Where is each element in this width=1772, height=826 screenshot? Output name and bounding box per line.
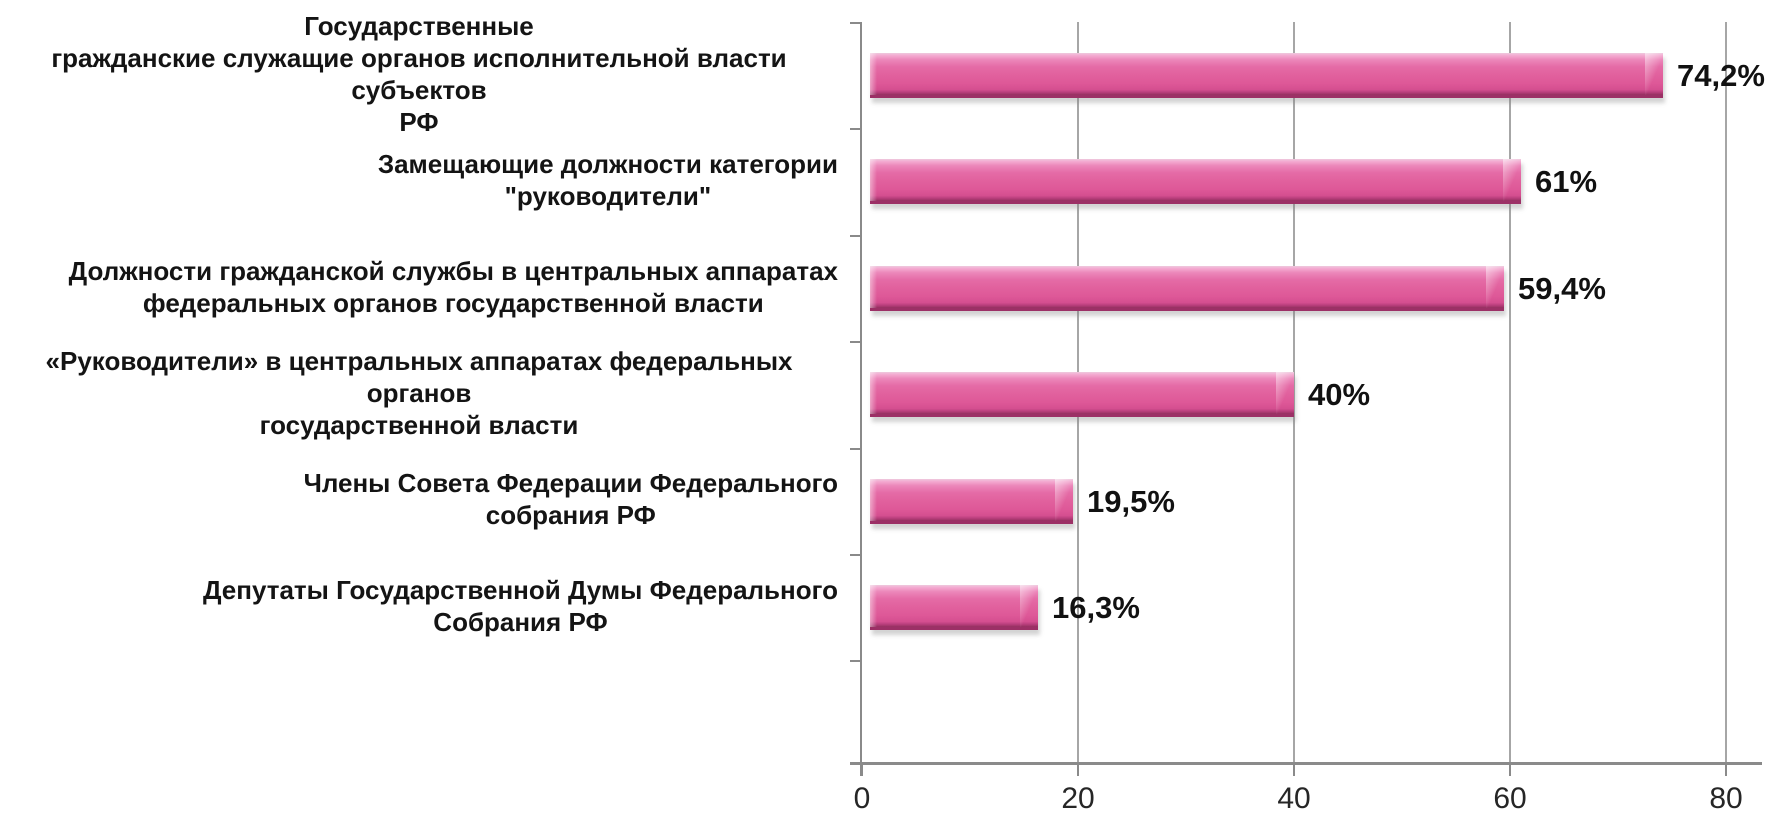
category-label-line: Должности гражданской службы в центральн…	[68, 256, 838, 286]
category-label-line: РФ	[399, 107, 439, 137]
category-label-cell: Замещающие должности категории "руководит…	[0, 127, 838, 233]
category-label-line: Государственные	[304, 11, 534, 41]
category-label: Депутаты Государственной Думы Федерально…	[203, 574, 838, 638]
y-axis-tick	[850, 235, 860, 237]
y-axis-tick	[850, 128, 860, 130]
bar	[870, 53, 1663, 98]
bar	[870, 266, 1504, 311]
category-label-line: «Руководители» в центральных аппаратах ф…	[45, 346, 793, 408]
x-axis-tick	[1293, 762, 1295, 776]
category-label-cell: Члены Совета Федерации Федерального собра…	[0, 446, 838, 552]
value-label: 61%	[1535, 164, 1598, 199]
gridline	[1509, 22, 1511, 762]
category-label-line: государственной власти	[259, 410, 579, 440]
category-label: Должности гражданской службы в центральн…	[69, 255, 838, 319]
bar	[870, 585, 1038, 630]
bar	[870, 479, 1073, 524]
category-label-line: федеральных органов государственной влас…	[142, 288, 764, 318]
gridline	[1725, 22, 1727, 762]
gridline	[1293, 22, 1295, 762]
x-tick-label: 80	[1709, 782, 1743, 815]
category-label-cell: Должности гражданской службы в центральн…	[0, 234, 838, 340]
category-label-line: Собрания РФ	[433, 607, 608, 637]
y-axis-tick	[850, 22, 860, 24]
x-axis-line	[850, 762, 1762, 765]
category-label: «Руководители» в центральных аппаратах ф…	[0, 345, 838, 441]
category-label-cell: Депутаты Государственной Думы Федерально…	[0, 553, 838, 659]
category-label-line: Депутаты Государственной Думы Федерально…	[202, 575, 838, 605]
value-label: 16,3%	[1052, 590, 1140, 625]
bar	[870, 372, 1294, 417]
x-axis-tick	[1725, 762, 1727, 776]
x-axis-tick	[1509, 762, 1511, 776]
category-label: Члены Совета Федерации Федерального собра…	[304, 467, 838, 531]
value-label: 59,4%	[1518, 271, 1606, 306]
category-label: Замещающие должности категории "руководит…	[378, 148, 838, 212]
bar	[870, 159, 1521, 204]
category-label: Государственные гражданские служащие орга…	[0, 10, 838, 138]
category-label-line: собрания РФ	[485, 500, 656, 530]
category-label-line: Замещающие должности категории	[377, 149, 838, 179]
y-axis-line	[860, 22, 862, 776]
category-label-line: Члены Совета Федерации Федерального	[303, 468, 838, 498]
value-label: 19,5%	[1087, 484, 1175, 519]
x-tick-label: 0	[853, 782, 871, 815]
category-label-line: гражданские служащие органов исполнитель…	[51, 43, 787, 105]
y-axis-tick	[850, 448, 860, 450]
x-tick-label: 20	[1061, 782, 1095, 815]
value-label: 74,2%	[1677, 58, 1765, 93]
y-axis-tick	[850, 660, 860, 662]
y-axis-tick	[850, 341, 860, 343]
x-axis-tick	[1077, 762, 1079, 776]
x-tick-label: 60	[1493, 782, 1527, 815]
x-axis-tick	[861, 762, 863, 776]
category-label-cell: Государственные гражданские служащие орга…	[0, 11, 838, 137]
category-label-line: "руководители"	[504, 181, 712, 211]
x-tick-label: 40	[1277, 782, 1311, 815]
category-label-cell: «Руководители» в центральных аппаратах ф…	[0, 340, 838, 446]
y-axis-tick	[850, 554, 860, 556]
value-label: 40%	[1308, 377, 1371, 412]
